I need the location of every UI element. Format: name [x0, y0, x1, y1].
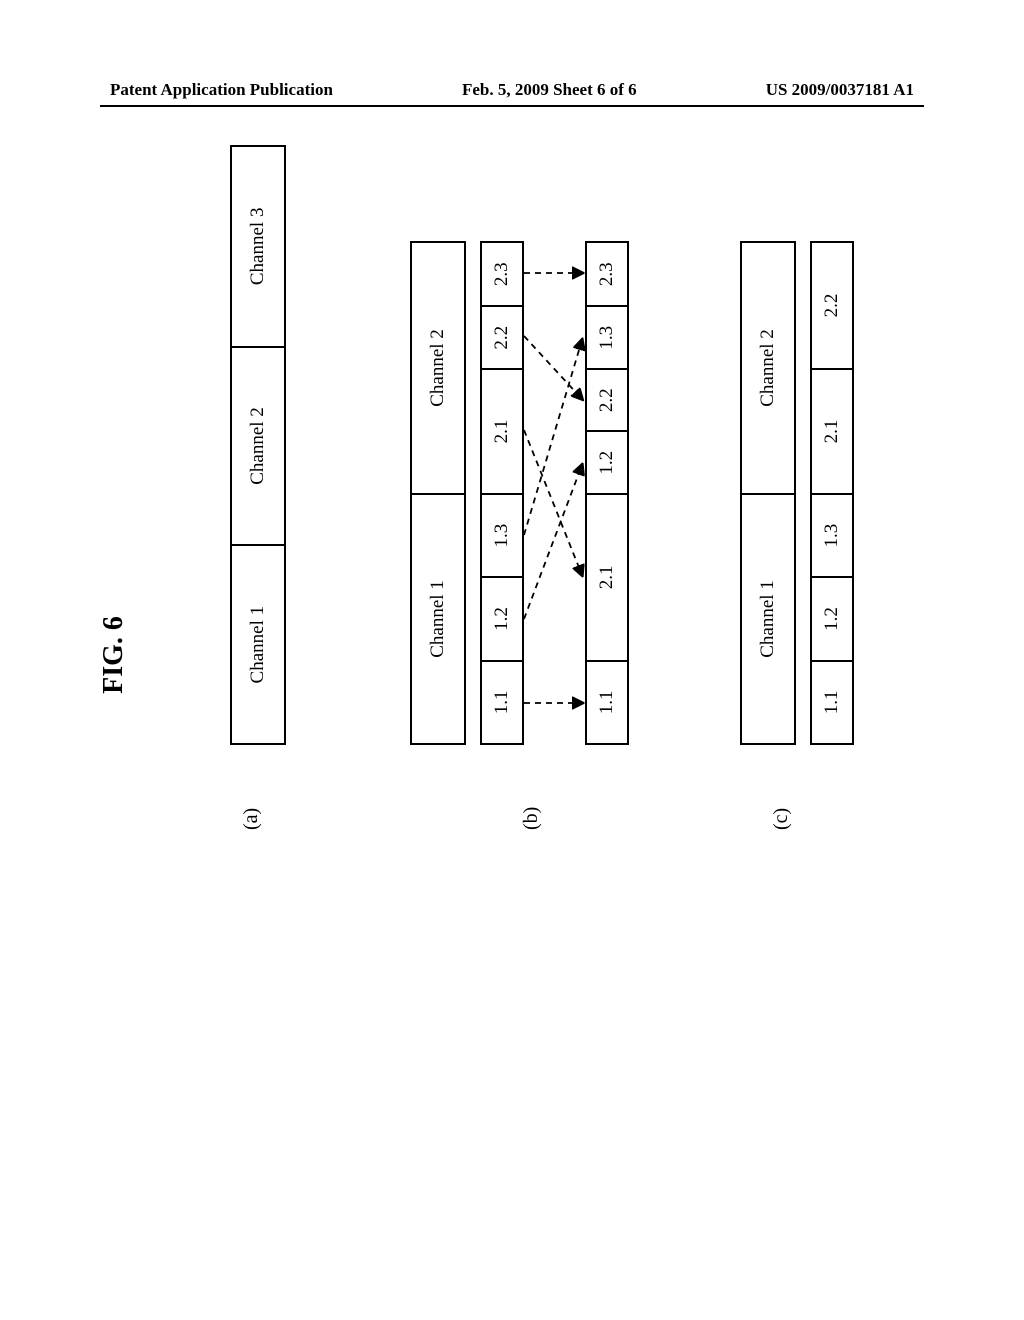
- panel-c-row: 1.11.21.32.12.2: [810, 241, 854, 745]
- header-rule: [100, 105, 924, 107]
- figure-stage: FIG. 6 (a) Channel 1Channel 2Channel 3 (…: [20, 305, 1020, 1005]
- panel-c-header-cell: Channel 2: [742, 243, 794, 493]
- header-left: Patent Application Publication: [110, 80, 333, 100]
- panel-b-top-cell: 2.3: [482, 243, 522, 305]
- panel-b-top-cell: 1.1: [482, 660, 522, 743]
- panel-c-label: (c): [770, 808, 793, 830]
- panel-c-cell: 1.2: [812, 576, 852, 659]
- header-center: Feb. 5, 2009 Sheet 6 of 6: [462, 80, 637, 100]
- panel-b-bottom-cell: 2.1: [587, 493, 627, 660]
- panel-a-cell: Channel 3: [232, 147, 284, 346]
- panel-c-cell: 2.2: [812, 243, 852, 368]
- panel-b-bottom-cell: 2.3: [587, 243, 627, 305]
- panel-a-label: (a): [240, 808, 263, 830]
- panel-b-bottom-cell: 1.2: [587, 431, 627, 494]
- panel-b-label: (b): [520, 807, 543, 830]
- panel-a-cell: Channel 1: [232, 544, 284, 743]
- panel-a-row: Channel 1Channel 2Channel 3: [230, 145, 286, 745]
- panel-b-bottom-cell: 1.3: [587, 306, 627, 369]
- panel-b-row-bottom: 1.12.11.22.21.32.3: [585, 241, 629, 745]
- panel-b-row-top: 1.11.21.32.12.22.3: [480, 241, 524, 745]
- panel-c-cell: 1.3: [812, 493, 852, 576]
- panel-b-top-cell: 1.3: [482, 493, 522, 576]
- panel-b-bottom-cell: 1.1: [587, 660, 627, 743]
- panel-b-header-cell: Channel 1: [412, 493, 464, 743]
- panel-b-mapping-arrows: [524, 241, 585, 745]
- panel-c-header-cell: Channel 1: [742, 493, 794, 743]
- panel-b-bottom-cell: 2.2: [587, 368, 627, 431]
- header-right: US 2009/0037181 A1: [766, 80, 914, 100]
- panel-a-cell: Channel 2: [232, 346, 284, 545]
- panel-b-header: Channel 1Channel 2: [410, 241, 466, 745]
- panel-b-top-cell: 1.2: [482, 576, 522, 659]
- panel-b-header-cell: Channel 2: [412, 243, 464, 493]
- page-header: Patent Application Publication Feb. 5, 2…: [0, 80, 1024, 100]
- panel-c-cell: 2.1: [812, 368, 852, 493]
- figure-title: FIG. 6: [98, 616, 130, 694]
- panel-c-header: Channel 1Channel 2: [740, 241, 796, 745]
- panel-c-cell: 1.1: [812, 660, 852, 743]
- panel-b-top-cell: 2.2: [482, 305, 522, 368]
- panel-b-top-cell: 2.1: [482, 368, 522, 493]
